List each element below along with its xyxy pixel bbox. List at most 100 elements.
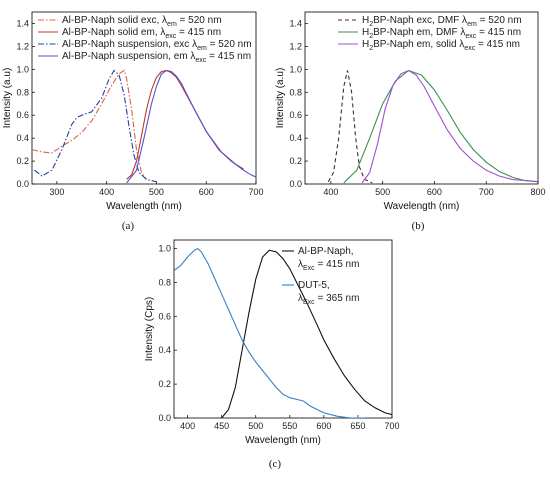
panel-caption: (b) — [412, 220, 425, 232]
y-tick-label: 0.4 — [158, 345, 171, 355]
y-tick-label: 1.2 — [289, 41, 302, 51]
legend-sub2: em — [467, 21, 477, 28]
y-tick-label: 0.0 — [158, 413, 171, 423]
legend-entry: Al-BP-Naph solid em, λexc = 415 nm — [62, 27, 221, 40]
y-tick-label: 1.0 — [158, 243, 171, 253]
legend-sub: Exc — [303, 299, 315, 306]
panel-b: 400 500 600 700 800 0.0 0.2 0.4 0.6 0.8 1.0 1.2 1.4 W… — [275, 11, 546, 232]
legend-tail: = 415 nm — [176, 27, 221, 38]
y-tick-label: 1.2 — [16, 41, 29, 51]
x-tick-label: 450 — [214, 421, 229, 431]
plot-frame — [173, 239, 393, 419]
legend-sub: 2 — [369, 21, 373, 28]
legend-base: DUT-5, — [298, 280, 330, 291]
legend-base: Al-BP-Naph solid em, λ — [62, 27, 165, 38]
legend-sub: em — [197, 45, 207, 52]
y-tick-label: 0.6 — [16, 110, 29, 120]
x-tick-label: 500 — [375, 187, 390, 197]
legend-sub: exc — [165, 33, 176, 40]
legend-tail: = 415 nm — [315, 259, 360, 270]
legend-sub2: exc — [464, 45, 475, 52]
legend-base: λ — [298, 259, 303, 270]
x-tick-label: 400 — [99, 187, 114, 197]
legend-entry: H2BP-Naph em, solid λexc = 415 nm — [362, 39, 520, 52]
series-line-3 — [126, 69, 256, 184]
legend-entry: H2BP-Naph exc, DMF λem = 520 nm — [362, 15, 522, 28]
x-tick-label: 400 — [180, 421, 195, 431]
legend-entry: Al-BP-Naph suspension, exc λem = 520 nm — [62, 39, 252, 52]
y-tick-label: 0.6 — [158, 311, 171, 321]
legend-sub2: exc — [465, 33, 476, 40]
x-tick-label: 600 — [316, 421, 331, 431]
legend-tail2: = 415 nm — [476, 27, 521, 38]
legend-sub: exc — [195, 57, 206, 64]
legend-base: H — [362, 15, 369, 26]
x-tick-label: 700 — [479, 187, 494, 197]
y-tick-label: 0.2 — [16, 156, 29, 166]
y-tick-label: 0.2 — [289, 156, 302, 166]
x-tick-label: 500 — [248, 421, 263, 431]
x-tick-label: 550 — [282, 421, 297, 431]
legend-entry: Al-BP-Naph solid exc, λem = 520 nm — [62, 15, 222, 28]
legend-tail: = 365 nm — [315, 293, 360, 304]
x-axis-label: Wavelength (nm) — [384, 201, 460, 212]
series-line-0 — [32, 69, 147, 180]
legend-sub: 2 — [369, 45, 373, 52]
x-tick-label: 400 — [323, 187, 338, 197]
x-axis-label: Wavelength (nm) — [106, 201, 182, 212]
legend-tail: BP-Naph em, solid λ — [373, 39, 464, 50]
panel-c: 400 450 500 550 600 650 700 0.0 0.2 0.4 0.6 0.8 1.0 W… — [144, 239, 400, 470]
legend-entry: DUT-5, — [298, 280, 330, 291]
legend-base: Al-BP-Naph suspension, em λ — [62, 51, 195, 62]
legend-entry-line2: λExc = 365 nm — [298, 293, 359, 306]
y-tick-label: 1.4 — [289, 18, 302, 28]
series-line-1 — [174, 247, 365, 418]
x-tick-label: 300 — [49, 187, 64, 197]
x-tick-label: 650 — [350, 421, 365, 431]
panel-a: 300 400 500 600 700 0.0 0.2 0.4 0.6 0.8 1.0 1.2 1.4 W… — [2, 11, 264, 232]
x-tick-label: 800 — [530, 187, 545, 197]
panel-caption: (c) — [269, 458, 282, 470]
x-tick-label: 600 — [427, 187, 442, 197]
legend-base: Al-BP-Naph, — [298, 246, 354, 257]
series-line-1 — [343, 69, 538, 184]
legend-entry-line2: λExc = 415 nm — [298, 259, 359, 272]
legend-tail: = 415 nm — [206, 51, 251, 62]
legend-base: λ — [298, 293, 303, 304]
y-tick-label: 0.4 — [289, 133, 302, 143]
series-line-2 — [34, 69, 157, 183]
legend-tail: = 520 nm — [177, 15, 222, 26]
legend-tail: BP-Naph em, DMF λ — [373, 27, 465, 38]
y-tick-label: 0.0 — [16, 179, 29, 189]
x-axis-label: Wavelength (nm) — [245, 435, 321, 446]
legend-base: Al-BP-Naph solid exc, λ — [62, 15, 167, 26]
series-line-0 — [327, 70, 373, 184]
legend-tail2: = 415 nm — [475, 39, 520, 50]
plot-frame — [31, 11, 257, 185]
legend-sub: Exc — [303, 265, 315, 272]
legend-sub: 2 — [369, 33, 373, 40]
y-axis-label: Intensity (a.u) — [275, 68, 286, 129]
x-tick-label: 600 — [199, 187, 214, 197]
legend-base: Al-BP-Naph suspension, exc λ — [62, 39, 197, 50]
y-tick-label: 0.0 — [289, 179, 302, 189]
y-tick-label: 1.0 — [289, 64, 302, 74]
y-tick-label: 0.8 — [158, 277, 171, 287]
y-tick-label: 1.4 — [16, 18, 29, 28]
legend-base: H — [362, 27, 369, 38]
x-tick-label: 700 — [248, 187, 263, 197]
legend-entry: Al-BP-Naph suspension, em λexc = 415 nm — [62, 51, 251, 64]
series-line-1 — [126, 69, 244, 180]
y-tick-label: 1.0 — [16, 64, 29, 74]
legend-entry: Al-BP-Naph, — [298, 246, 354, 257]
legend-tail2: = 520 nm — [477, 15, 522, 26]
series-line-2 — [361, 69, 538, 184]
y-tick-label: 0.4 — [16, 133, 29, 143]
y-tick-label: 0.6 — [289, 110, 302, 120]
y-tick-label: 0.8 — [16, 87, 29, 97]
legend-entry: H2BP-Naph em, DMF λexc = 415 nm — [362, 27, 521, 40]
panel-caption: (a) — [122, 220, 135, 232]
series-line-0 — [221, 249, 392, 418]
x-tick-label: 500 — [149, 187, 164, 197]
